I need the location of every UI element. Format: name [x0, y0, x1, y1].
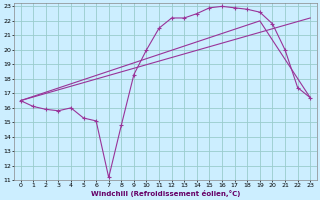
X-axis label: Windchill (Refroidissement éolien,°C): Windchill (Refroidissement éolien,°C) — [91, 190, 240, 197]
